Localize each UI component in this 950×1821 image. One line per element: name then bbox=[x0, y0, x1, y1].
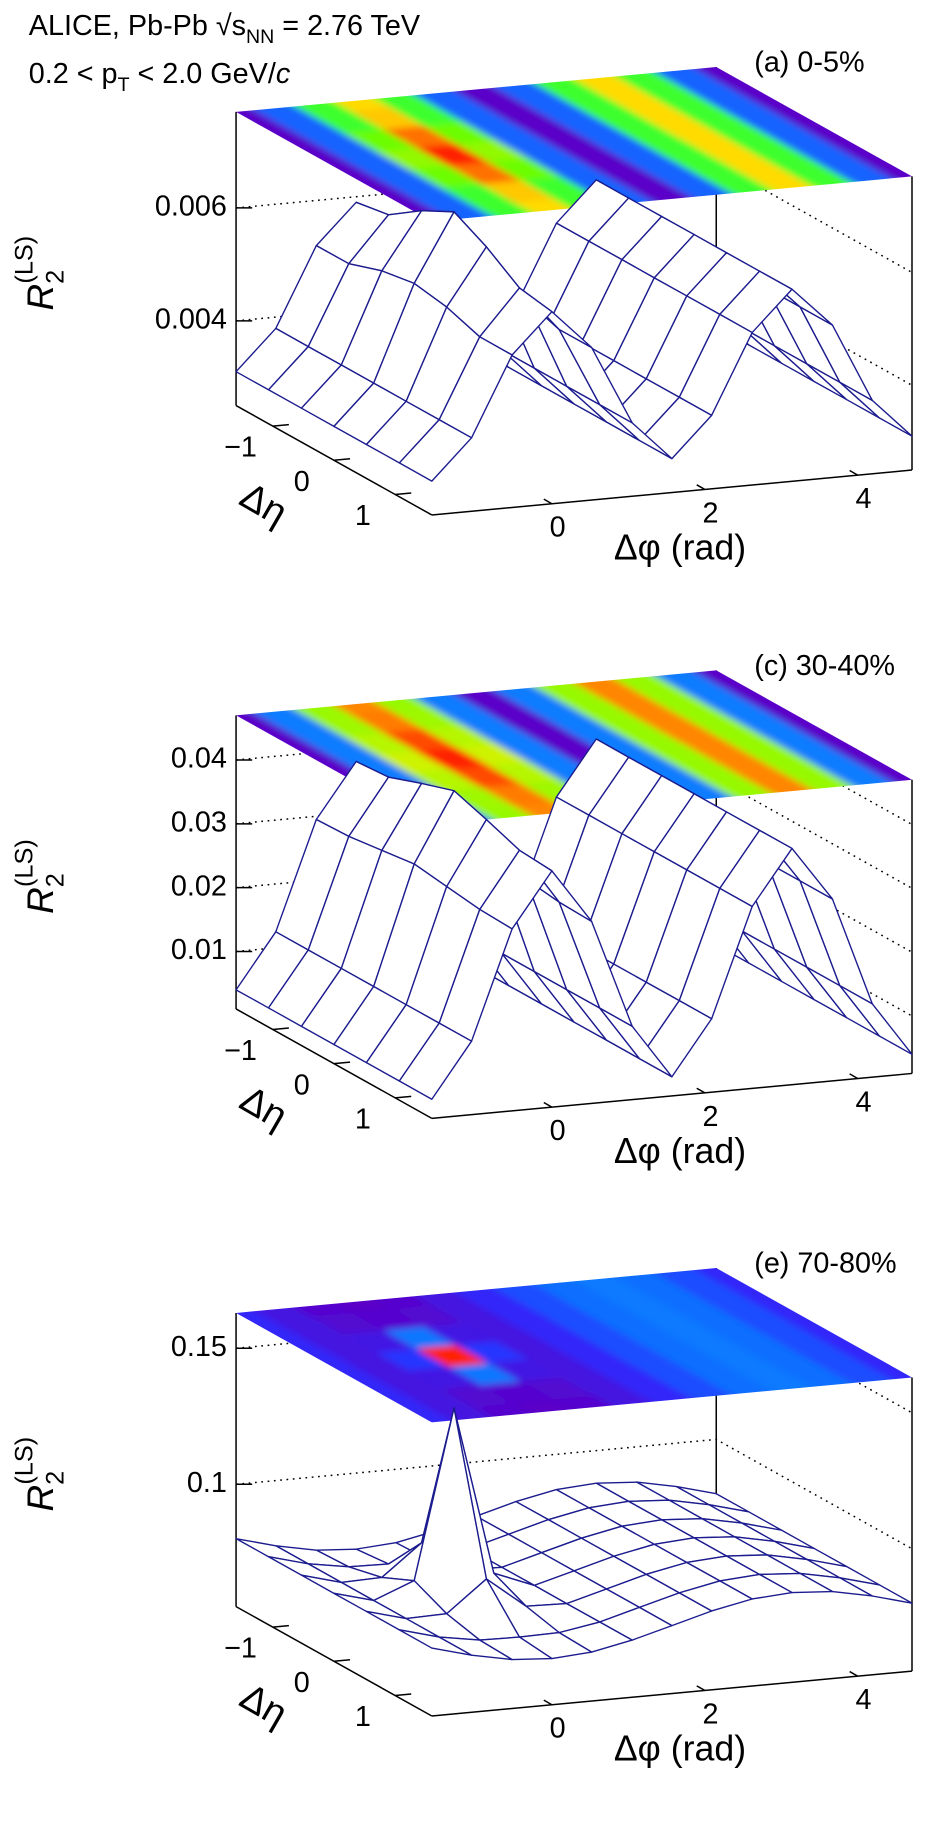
z-tick-label: 0.04 bbox=[171, 743, 227, 775]
x-axis-label: Δφ (rad) bbox=[614, 1131, 746, 1171]
y-tick-label: 1 bbox=[355, 1103, 371, 1135]
x-tick-label: 4 bbox=[855, 483, 871, 515]
x-tick-label: 0 bbox=[550, 512, 566, 544]
z-tick-label: 0.15 bbox=[171, 1331, 227, 1363]
axis-line bbox=[431, 469, 913, 516]
tick-mark bbox=[395, 1693, 412, 1697]
tick-mark bbox=[849, 1073, 859, 1080]
surface bbox=[235, 179, 913, 482]
z-axis-label-subscript: 2 bbox=[41, 1471, 69, 1485]
tick-mark bbox=[333, 458, 351, 462]
tick-mark bbox=[543, 498, 553, 505]
z-axis-label-superscript: (LS) bbox=[10, 236, 38, 284]
x-axis-label: Δφ (rad) bbox=[614, 527, 746, 567]
surface bbox=[235, 1407, 913, 1661]
tick-mark bbox=[849, 469, 859, 476]
y-tick-label: 0 bbox=[294, 466, 310, 498]
tick-mark bbox=[395, 1095, 412, 1099]
z-tick-label: 0.006 bbox=[155, 191, 227, 223]
header-text: c bbox=[276, 58, 291, 90]
y-tick-label: 1 bbox=[355, 500, 371, 532]
z-axis-label: R2(LS) bbox=[10, 839, 69, 914]
z-axis-label-subscript: 2 bbox=[41, 270, 69, 284]
header-subscript: T bbox=[118, 74, 130, 96]
header-text: < 2.0 GeV/ bbox=[130, 58, 276, 90]
y-tick-label: −1 bbox=[224, 1035, 257, 1067]
tick-mark bbox=[543, 1699, 553, 1706]
tick-mark bbox=[333, 1061, 351, 1065]
y-tick-label: 0 bbox=[294, 1667, 310, 1699]
surface-cell bbox=[398, 1629, 473, 1656]
header-text: = 2.76 TeV bbox=[274, 10, 421, 42]
panel-title: (c) 30-40% bbox=[754, 650, 895, 682]
x-axis-label: Δφ (rad) bbox=[614, 1729, 746, 1769]
surface-cell bbox=[398, 1022, 473, 1100]
y-tick-label: −1 bbox=[224, 1633, 257, 1665]
z-axis-label: R2(LS) bbox=[10, 1437, 69, 1512]
axis-line bbox=[431, 1670, 913, 1717]
z-axis-label-superscript: (LS) bbox=[10, 1437, 38, 1485]
surface bbox=[235, 738, 913, 1100]
z-axis-label-superscript: (LS) bbox=[10, 839, 38, 887]
z-tick-label: 0.01 bbox=[171, 934, 227, 966]
z-axis-label: R2(LS) bbox=[10, 236, 69, 311]
tick-mark bbox=[333, 1659, 351, 1663]
surface-cell bbox=[839, 381, 913, 437]
panel-title: (a) 0-5% bbox=[754, 47, 864, 79]
x-tick-label: 2 bbox=[703, 497, 719, 529]
color-map-cells bbox=[236, 1268, 913, 1423]
tick-mark bbox=[849, 1670, 859, 1677]
x-tick-label: 2 bbox=[703, 1101, 719, 1133]
z-tick-label: 0.03 bbox=[171, 806, 227, 838]
y-tick-label: −1 bbox=[224, 432, 257, 464]
tick-mark bbox=[272, 423, 289, 427]
x-tick-label: 0 bbox=[550, 1115, 566, 1147]
header-text: 0.2 < p bbox=[29, 58, 118, 90]
tick-mark bbox=[696, 484, 706, 491]
z-axis-label-subscript: 2 bbox=[41, 873, 69, 887]
tick-mark bbox=[272, 1027, 289, 1031]
y-axis-label: Δη bbox=[233, 1078, 294, 1138]
tick-mark bbox=[272, 1624, 289, 1628]
y-tick-label: 1 bbox=[355, 1701, 371, 1733]
z-axis-label-text: R bbox=[20, 887, 61, 914]
z-axis-label-text: R bbox=[20, 1485, 61, 1512]
header-line: 0.2 < pT < 2.0 GeV/c bbox=[29, 58, 291, 96]
header-subscript: NN bbox=[246, 26, 274, 48]
tick-mark bbox=[543, 1101, 553, 1108]
tick-mark bbox=[696, 1685, 706, 1692]
z-tick-label: 0.1 bbox=[187, 1467, 227, 1499]
z-axis-label-text: R bbox=[20, 284, 61, 311]
z-tick-label: 0.02 bbox=[171, 870, 227, 902]
axis-line bbox=[431, 1072, 913, 1120]
x-tick-label: 2 bbox=[703, 1698, 719, 1730]
panel-title: (e) 70-80% bbox=[754, 1248, 896, 1280]
surface-cell bbox=[398, 419, 473, 482]
x-tick-label: 4 bbox=[855, 1684, 871, 1716]
tick-mark bbox=[696, 1087, 706, 1094]
header-text: ALICE, Pb-Pb √s bbox=[29, 10, 246, 42]
z-tick-label: 0.004 bbox=[155, 303, 227, 335]
x-tick-label: 0 bbox=[550, 1713, 566, 1745]
y-axis-label: Δη bbox=[233, 1676, 294, 1736]
color-map bbox=[236, 1268, 913, 1423]
y-axis-label: Δη bbox=[233, 475, 294, 535]
tick-mark bbox=[395, 492, 412, 496]
grid-line bbox=[235, 1438, 913, 1550]
x-tick-label: 4 bbox=[855, 1086, 871, 1118]
header-line: ALICE, Pb-Pb √sNN = 2.76 TeV bbox=[29, 10, 421, 48]
y-tick-label: 0 bbox=[294, 1069, 310, 1101]
